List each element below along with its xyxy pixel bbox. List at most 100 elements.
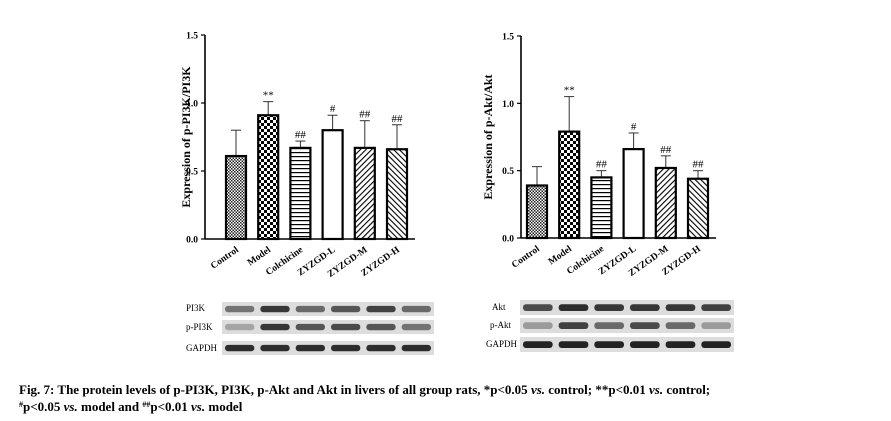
caption-hash-1: # [19, 400, 23, 409]
significance-label: ## [693, 159, 705, 171]
bar-zyzgd-l [622, 148, 645, 240]
blot-label-p-akt: p-Akt [490, 320, 511, 330]
chart-p-pi3k-pi3k: 0.0 0.5 1.0 1.5 Expression of p-PI3K/PI3K Con… [179, 32, 415, 280]
western-blot-pi3k: PI3K p-PI3K GAPDH [186, 302, 434, 355]
chart-p-akt-akt: 0.0 0.5 1.0 1.5 Expression of p-Akt/Akt Contr… [481, 33, 716, 279]
figure-caption: Fig. 7: The protein levels of p-PI3K, PI… [19, 381, 884, 415]
blot-band [401, 344, 431, 352]
caption-text-1a: The protein levels of p-PI3K, PI3K, p-Ak… [57, 382, 528, 397]
blot-band [523, 304, 553, 311]
blot-band [295, 305, 325, 313]
caption-vs: vs. [530, 382, 546, 397]
significance-label: ** [564, 85, 575, 97]
x-tick-label: Control [209, 245, 241, 271]
bar-control [525, 184, 549, 240]
caption-hash-2: ## [142, 400, 151, 409]
y-axis-label: Expression of p-Akt/Akt [481, 74, 495, 199]
y-tick-label: 1.0 [186, 100, 198, 110]
significance-label: ** [263, 90, 274, 102]
blot-band [594, 304, 624, 311]
blot-band [401, 323, 431, 331]
blot-band [558, 341, 589, 348]
bar-colchicine [289, 146, 312, 241]
y-tick-label: 0.5 [186, 168, 198, 178]
caption-text-2b: model and [80, 399, 140, 414]
caption-text-2c: p<0.01 [150, 399, 188, 414]
blot-band [594, 341, 624, 348]
y-tick-label: 1.5 [502, 33, 514, 43]
caption-vs: vs. [191, 399, 206, 414]
blot-band [558, 322, 589, 329]
blot-strip [520, 318, 734, 333]
bar-zyzgd-h [385, 148, 409, 241]
blot-band [260, 344, 290, 352]
significance-label: ## [295, 129, 307, 141]
caption-vs: vs. [648, 382, 664, 397]
blot-label-gapdh: GAPDH [186, 343, 218, 353]
caption-fig-number: Fig. 7: [19, 382, 55, 397]
blot-strip [222, 302, 434, 316]
y-axis-label: Expression of p-PI3K/PI3K [179, 66, 193, 208]
blot-band [331, 344, 361, 352]
blot-band [630, 341, 660, 348]
blot-band [558, 304, 589, 311]
significance-label: ## [359, 109, 371, 121]
blot-band [665, 304, 696, 311]
blot-band [366, 305, 396, 313]
bar-zyzgd-h [686, 177, 710, 240]
caption-text-2a: p<0.05 [23, 399, 61, 414]
significance-label: # [631, 121, 637, 133]
blot-band [295, 323, 325, 331]
bar-zyzgd-m [353, 146, 376, 241]
blot-band [331, 323, 361, 331]
caption-line-2: #p<0.05 vs. model and ##p<0.01 vs. model [19, 398, 884, 415]
caption-text-2d: model [208, 399, 243, 414]
significance-label: # [330, 103, 336, 115]
blot-band [701, 322, 731, 329]
blot-band [665, 341, 696, 348]
blot-band [295, 344, 325, 352]
blot-band [260, 305, 290, 313]
bar-colchicine [590, 176, 613, 240]
blot-band [225, 344, 255, 352]
caption-text-1c: control; [666, 382, 711, 397]
blot-band [401, 305, 431, 313]
blot-band [225, 305, 255, 313]
blot-band [225, 323, 255, 331]
blot-band [366, 344, 396, 352]
blot-label-pi3k: PI3K [186, 303, 206, 313]
blot-band [630, 322, 660, 329]
bar-control [224, 154, 248, 241]
y-tick-label: 0.0 [186, 236, 198, 246]
blot-band [630, 304, 660, 311]
significance-label: ## [660, 144, 672, 156]
blot-band [523, 322, 553, 329]
y-tick-label: 0.5 [502, 167, 514, 177]
blot-strip [222, 341, 434, 355]
blot-strip [222, 320, 434, 334]
bar-zyzgd-m [654, 166, 677, 240]
blot-band [366, 323, 396, 331]
blot-band [331, 305, 361, 313]
y-tick-label: 1.0 [502, 100, 514, 110]
blot-band [665, 322, 696, 329]
x-tick-label: Model [547, 244, 574, 267]
caption-line-1: Fig. 7: The protein levels of p-PI3K, PI… [19, 381, 884, 398]
significance-label: ## [392, 113, 404, 125]
y-tick-label: 1.5 [186, 32, 198, 42]
blot-band [701, 304, 731, 311]
bar-model [257, 114, 280, 241]
blot-band [523, 341, 553, 348]
blot-label-p-pi3k: p-PI3K [186, 322, 213, 332]
blot-band [594, 322, 624, 329]
x-tick-label: Control [510, 244, 542, 270]
y-tick-label: 0.0 [502, 235, 514, 245]
blot-band [701, 341, 731, 348]
blot-strip [520, 337, 734, 352]
caption-vs: vs. [63, 399, 78, 414]
blot-label-gapdh: GAPDH [486, 339, 518, 349]
blot-band [260, 323, 290, 331]
blot-label-akt: Akt [492, 302, 506, 312]
western-blot-akt: Akt p-Akt GAPDH [486, 300, 734, 352]
